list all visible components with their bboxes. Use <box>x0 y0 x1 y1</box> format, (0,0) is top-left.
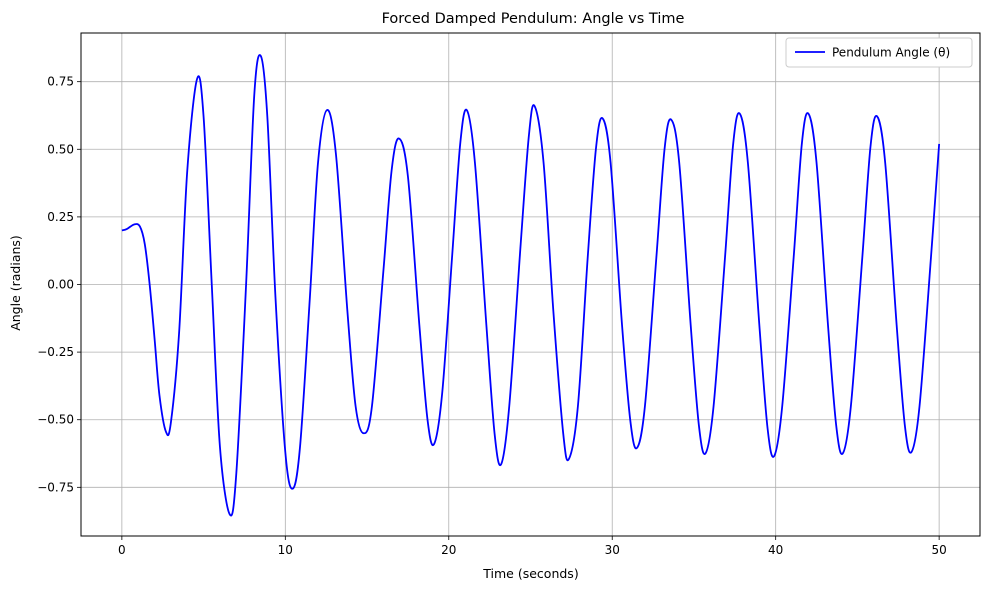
y-tick-label: −0.50 <box>37 413 74 427</box>
x-tick-label: 30 <box>605 543 620 557</box>
x-tick-label: 40 <box>768 543 783 557</box>
legend: Pendulum Angle (θ) <box>785 37 973 68</box>
x-tick-label: 50 <box>931 543 946 557</box>
y-axis-label: Angle (radians) <box>8 235 23 331</box>
y-tick-label: −0.75 <box>37 480 74 494</box>
y-tick-label: −0.25 <box>37 345 74 359</box>
legend-box <box>785 37 973 68</box>
x-tick-label: 20 <box>441 543 456 557</box>
y-axis: −0.75 −0.50 −0.25 0.00 0.25 0.50 0.75 <box>37 75 81 494</box>
y-tick-label: 0.00 <box>47 278 74 292</box>
chart-title: Forced Damped Pendulum: Angle vs Time <box>382 11 685 27</box>
x-axis-label: Time (seconds) <box>482 566 578 581</box>
legend-label: Pendulum Angle (θ) <box>832 46 950 60</box>
x-tick-label: 0 <box>118 543 126 557</box>
series-line-pendulum-angle <box>121 54 941 517</box>
y-tick-label: 0.75 <box>47 75 74 89</box>
y-tick-label: 0.25 <box>47 210 74 224</box>
series-group <box>121 54 941 517</box>
y-tick-label: 0.50 <box>47 142 74 156</box>
grid-lines <box>81 33 980 536</box>
x-tick-label: 10 <box>278 543 293 557</box>
x-axis: 0 10 20 30 40 50 <box>118 536 947 557</box>
